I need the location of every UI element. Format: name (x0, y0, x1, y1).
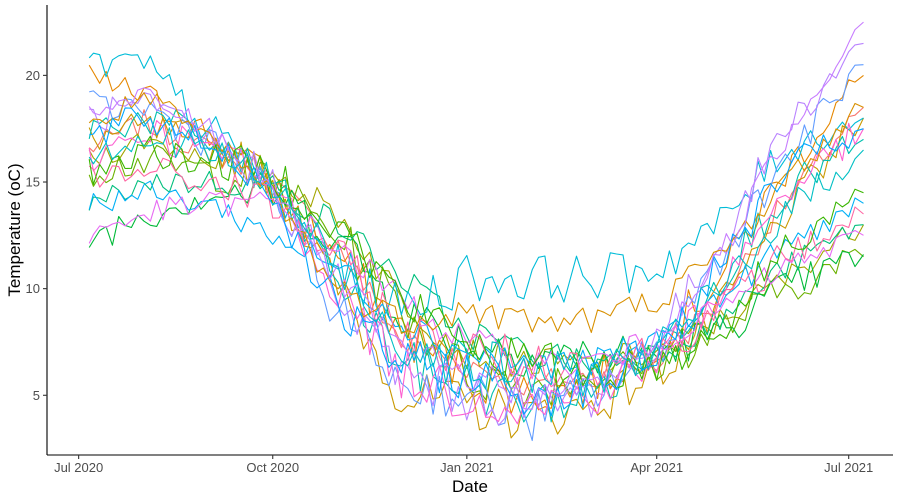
x-tick-label: Apr 2021 (630, 460, 683, 475)
series-line-2 (88, 64, 864, 415)
x-axis-title: Date (452, 477, 488, 496)
y-axis-ticks: 5 10 15 20 (26, 68, 47, 403)
series-line-7 (88, 170, 864, 374)
series-line-3 (88, 113, 864, 439)
series-line-17 (88, 135, 864, 390)
x-tick-label: Jan 2021 (440, 460, 494, 475)
series-line-11 (89, 64, 864, 442)
series-line-19 (88, 21, 864, 410)
x-tick-label: Jul 2020 (54, 460, 103, 475)
y-tick-label: 10 (26, 281, 40, 296)
y-axis-title: Temperature (oC) (5, 163, 24, 296)
y-tick-label: 15 (26, 175, 40, 190)
x-axis-ticks: Jul 2020 Oct 2020 Jan 2021 Apr 2021 Jul 2021 (54, 455, 873, 475)
series-layer (88, 21, 864, 442)
series-line-5 (88, 144, 864, 408)
series-line-13 (88, 191, 864, 380)
y-tick-label: 20 (26, 68, 40, 83)
y-tick-label: 5 (33, 388, 40, 403)
series-line-15 (88, 157, 864, 388)
series-line-9 (88, 52, 864, 321)
x-tick-label: Oct 2020 (246, 460, 299, 475)
series-line-4 (88, 133, 864, 377)
series-line-18 (89, 107, 864, 417)
x-tick-label: Jul 2021 (824, 460, 873, 475)
series-line-6 (88, 172, 864, 377)
series-line-20 (88, 127, 864, 397)
